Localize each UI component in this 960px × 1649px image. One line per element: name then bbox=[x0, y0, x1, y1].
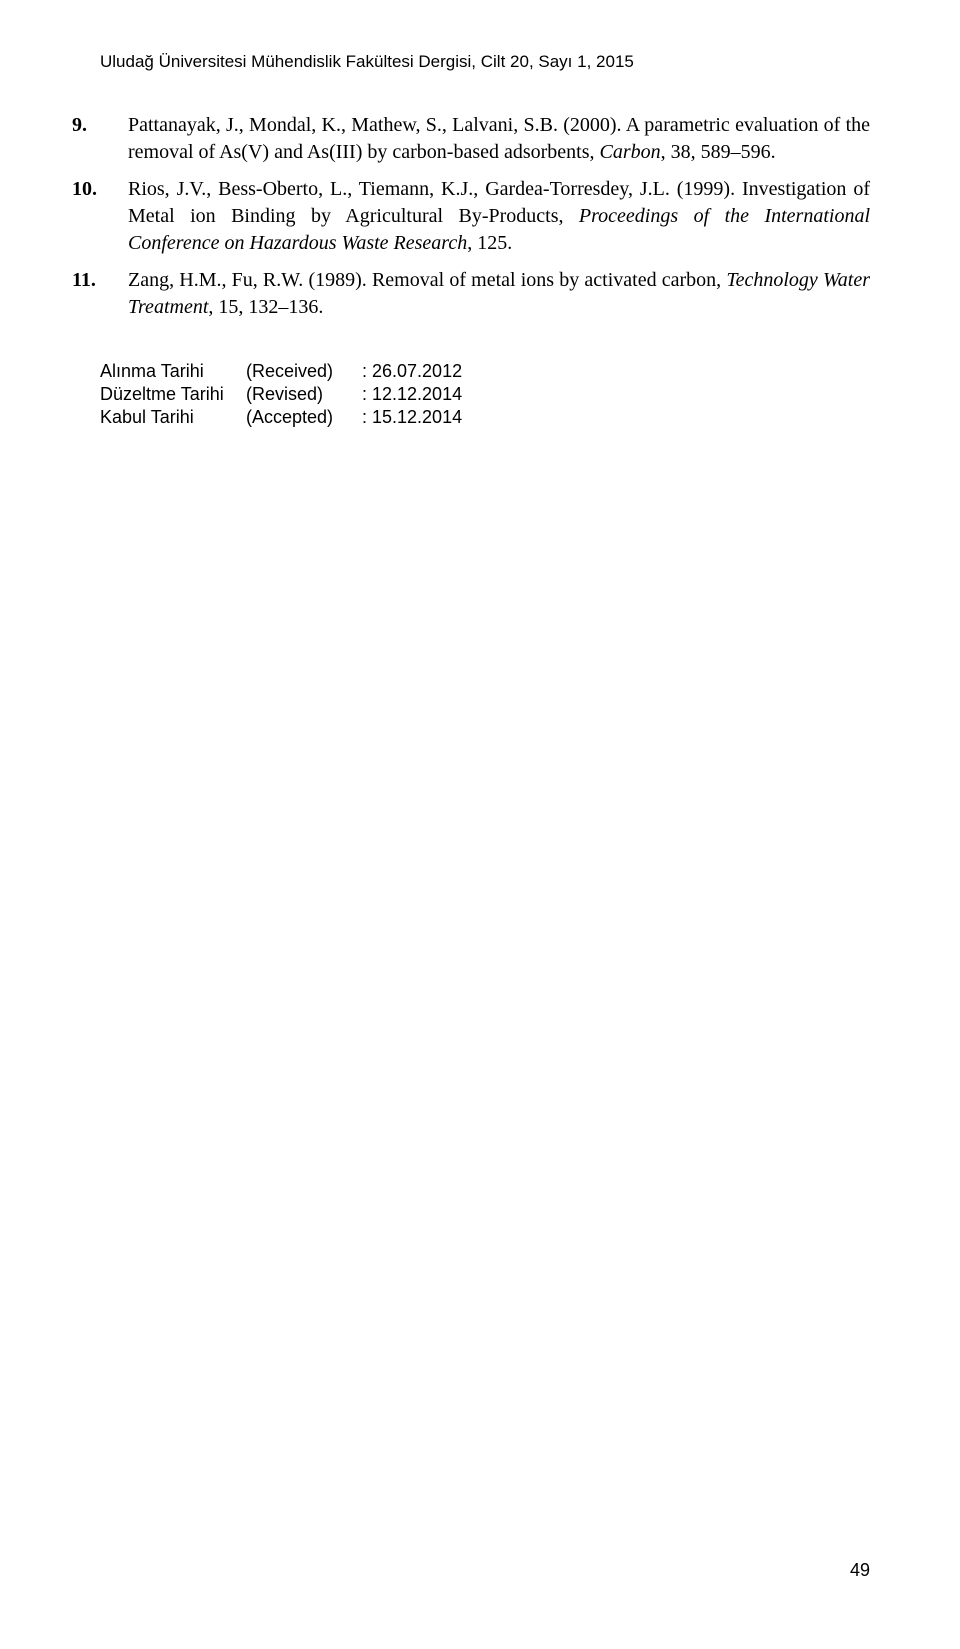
reference-text: Removal of metal ions by activated carbo… bbox=[367, 269, 727, 291]
date-type: (Received) bbox=[246, 361, 362, 384]
page-number: 49 bbox=[850, 1560, 870, 1581]
reference-number: 10. bbox=[100, 176, 128, 203]
dates-table: Alınma Tarihi (Received) : 26.07.2012 Dü… bbox=[100, 361, 468, 430]
date-label: Düzeltme Tarihi bbox=[100, 384, 246, 407]
date-type: (Accepted) bbox=[246, 407, 362, 430]
date-label: Alınma Tarihi bbox=[100, 361, 246, 384]
table-row: Alınma Tarihi (Received) : 26.07.2012 bbox=[100, 361, 468, 384]
reference-item: 11.Zang, H.M., Fu, R.W. (1989). Removal … bbox=[100, 267, 870, 321]
table-row: Kabul Tarihi (Accepted) : 15.12.2014 bbox=[100, 407, 468, 430]
reference-item: 9.Pattanayak, J., Mondal, K., Mathew, S.… bbox=[100, 112, 870, 166]
dates-block: Alınma Tarihi (Received) : 26.07.2012 Dü… bbox=[100, 361, 870, 430]
reference-number: 11. bbox=[100, 267, 128, 294]
reference-item: 10.Rios, J.V., Bess-Oberto, L., Tiemann,… bbox=[100, 176, 870, 257]
date-type: (Revised) bbox=[246, 384, 362, 407]
date-value: : 26.07.2012 bbox=[362, 361, 468, 384]
date-value: : 12.12.2014 bbox=[362, 384, 468, 407]
date-value: : 15.12.2014 bbox=[362, 407, 468, 430]
reference-journal: Carbon bbox=[600, 141, 661, 163]
running-header: Uludağ Üniversitesi Mühendislik Fakültes… bbox=[100, 52, 870, 72]
table-row: Düzeltme Tarihi (Revised) : 12.12.2014 bbox=[100, 384, 468, 407]
reference-after: , 15, 132–136. bbox=[208, 296, 323, 318]
page: Uludağ Üniversitesi Mühendislik Fakültes… bbox=[0, 0, 960, 1649]
reference-authors: Zang, H.M., Fu, R.W. (1989). bbox=[128, 269, 367, 291]
reference-authors: Rios, J.V., Bess-Oberto, L., Tiemann, K.… bbox=[128, 178, 735, 200]
reference-after: , 125. bbox=[467, 232, 512, 254]
reference-number: 9. bbox=[100, 112, 128, 139]
date-label: Kabul Tarihi bbox=[100, 407, 246, 430]
reference-authors: Pattanayak, J., Mondal, K., Mathew, S., … bbox=[128, 114, 622, 136]
reference-after: , 38, 589–596. bbox=[661, 141, 776, 163]
